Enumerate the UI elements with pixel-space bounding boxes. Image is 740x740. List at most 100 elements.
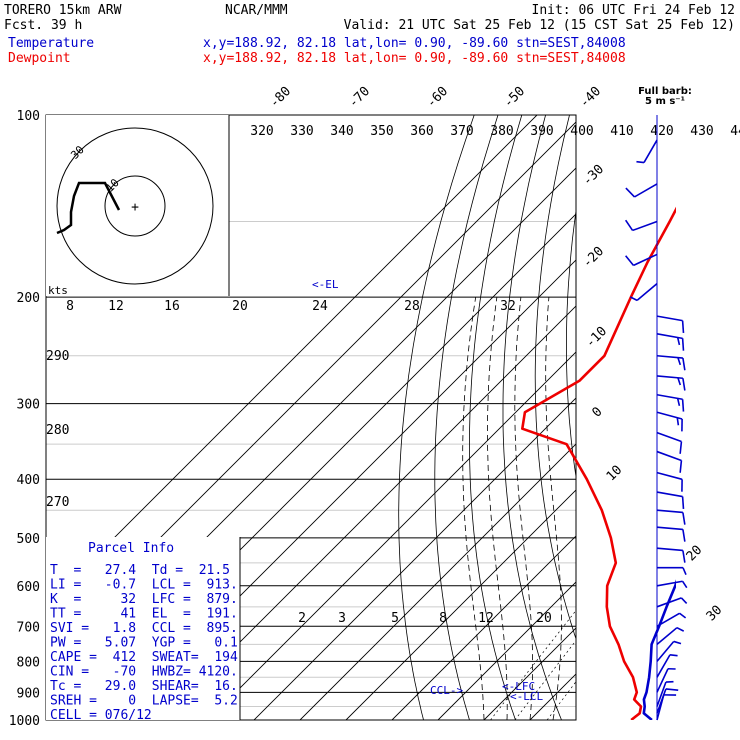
parcel-row: Tc = 29.0 SHEAR= 16. bbox=[50, 679, 238, 694]
temperature-location: x,y=188.92, 82.18 lat,lon= 0.90, -89.60 … bbox=[203, 36, 626, 51]
theta-label: 410 bbox=[610, 124, 633, 139]
moist-adiabat bbox=[645, 297, 740, 720]
wind-barb bbox=[656, 612, 687, 627]
pressure-label-700: 700 bbox=[17, 620, 40, 635]
barb-flag bbox=[676, 417, 680, 426]
parcel-row: CIN = -70 HWBZ= 4120. bbox=[50, 665, 238, 680]
wind-barb bbox=[624, 219, 658, 232]
barb-shaft bbox=[656, 315, 683, 322]
speed-scale-label: 8 bbox=[66, 299, 74, 314]
parcel-row: T = 27.4 Td = 21.5 bbox=[50, 563, 230, 578]
pressure-label-900: 900 bbox=[17, 686, 40, 701]
mixing-ratio-label: 3 bbox=[338, 611, 346, 626]
barb-flag bbox=[680, 597, 688, 605]
theta-e-label: 290 bbox=[46, 349, 69, 364]
model-title: TORERO 15km ARW bbox=[4, 3, 122, 18]
theta-label: 420 bbox=[650, 124, 673, 139]
pressure-label-800: 800 bbox=[17, 655, 40, 670]
isotherm bbox=[161, 305, 576, 720]
isotherm-label: 0 bbox=[589, 404, 605, 420]
hodograph-center: + bbox=[131, 200, 139, 215]
wind-barb bbox=[656, 471, 683, 492]
wind-barb bbox=[656, 667, 676, 693]
dry-adiabat bbox=[734, 115, 740, 720]
barb-flag bbox=[677, 357, 682, 366]
barb-shaft bbox=[656, 694, 665, 721]
wind-barb bbox=[656, 375, 686, 391]
theta-label: 380 bbox=[490, 124, 513, 139]
barb-shaft bbox=[632, 220, 658, 232]
barb-legend-title: Full barb: bbox=[638, 86, 692, 97]
barb-flag bbox=[682, 550, 686, 563]
dry-adiabat bbox=[534, 115, 576, 641]
parcel-row: K = 32 LFC = 879. bbox=[50, 592, 238, 607]
isotherm bbox=[253, 397, 576, 720]
barb-flag bbox=[681, 580, 688, 589]
barb-shaft bbox=[656, 597, 682, 608]
wind-barb bbox=[656, 526, 686, 542]
wind-barb bbox=[656, 597, 688, 608]
barb-shaft bbox=[656, 612, 680, 627]
moist-adiabat bbox=[714, 297, 740, 720]
moist-adiabat bbox=[691, 297, 740, 720]
wind-barb bbox=[656, 580, 688, 589]
parcel-row: SREH = 0 LAPSE= 5.2 bbox=[50, 694, 238, 709]
wind-barb bbox=[656, 509, 686, 525]
barb-shaft bbox=[656, 654, 671, 678]
dry-adiabat bbox=[469, 115, 523, 720]
barb-shaft bbox=[656, 509, 683, 514]
barb-shaft bbox=[656, 668, 669, 693]
barb-flag bbox=[625, 255, 635, 266]
wind-barb bbox=[656, 547, 686, 563]
barb-flag bbox=[682, 378, 686, 391]
barb-flag bbox=[681, 338, 685, 351]
parcel-row: SVI = 1.8 CCL = 895. bbox=[50, 621, 238, 636]
barb-shaft bbox=[656, 411, 683, 420]
wind-barb bbox=[656, 694, 677, 721]
barb-flag bbox=[681, 496, 685, 509]
temperature-profile bbox=[642, 579, 676, 720]
barb-shaft bbox=[656, 627, 678, 646]
dry-adiabat bbox=[566, 207, 576, 480]
barb-shaft bbox=[636, 283, 658, 301]
wind-barb bbox=[625, 183, 658, 198]
wind-barb bbox=[656, 354, 686, 371]
wind-barb bbox=[636, 139, 658, 164]
wind-barb bbox=[629, 283, 658, 302]
theta-label: 340 bbox=[330, 124, 353, 139]
pressure-label-100: 100 bbox=[17, 109, 40, 124]
plot-frame bbox=[45, 114, 577, 721]
barb-legend-units: 5 m s⁻¹ bbox=[645, 96, 685, 107]
isotherm bbox=[391, 535, 576, 720]
dry-adiabat bbox=[502, 115, 562, 720]
wind-barb bbox=[656, 333, 685, 351]
theta-label: 400 bbox=[570, 124, 593, 139]
parcel-title: Parcel Info bbox=[88, 541, 174, 556]
el-marker: <-EL bbox=[312, 278, 339, 291]
wind-barb bbox=[656, 315, 685, 334]
speed-scale-label: 24 bbox=[312, 299, 328, 314]
barb-flag bbox=[676, 337, 681, 346]
barb-flag bbox=[676, 398, 681, 406]
barb-shaft bbox=[643, 139, 658, 163]
barb-flag bbox=[679, 460, 683, 473]
barb-shaft bbox=[656, 640, 675, 662]
barb-flag bbox=[676, 626, 685, 632]
moist-adiabat bbox=[575, 718, 576, 720]
barb-shaft bbox=[656, 431, 682, 443]
dewpoint-legend: Dewpoint bbox=[8, 51, 71, 66]
center-name: NCAR/MMM bbox=[225, 3, 288, 18]
barb-shaft bbox=[656, 450, 682, 462]
barb-flag bbox=[629, 296, 638, 302]
dry-adiabat bbox=[398, 115, 475, 720]
hodograph-units: kts bbox=[48, 284, 68, 297]
isotherm bbox=[345, 489, 576, 720]
isotherm-label: 20 bbox=[684, 543, 706, 565]
wind-barb bbox=[656, 626, 685, 646]
dry-adiabat bbox=[654, 115, 740, 720]
wind-barb bbox=[656, 450, 683, 473]
barb-flag bbox=[682, 567, 687, 575]
barb-shaft bbox=[633, 253, 658, 267]
profile-lines bbox=[520, 206, 676, 720]
